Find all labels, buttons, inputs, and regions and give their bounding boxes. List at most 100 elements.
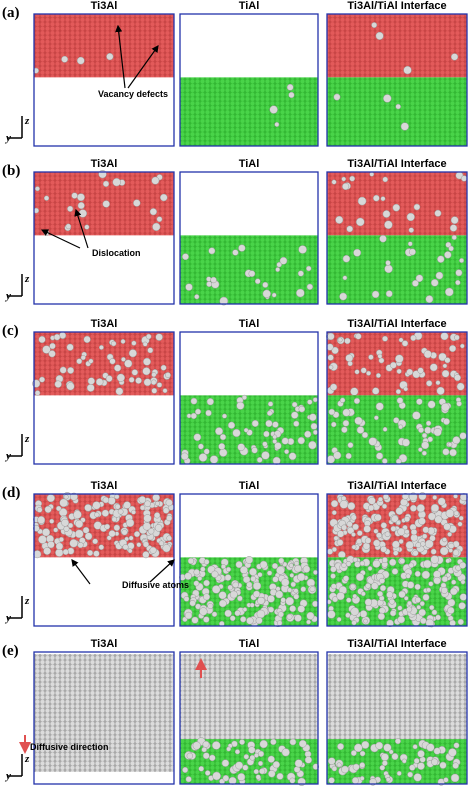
- defect-atom: [76, 56, 85, 65]
- defect-atom: [224, 574, 232, 581]
- defect-atom: [226, 746, 232, 752]
- defect-atom: [445, 509, 455, 518]
- defect-atom: [209, 455, 219, 464]
- panel-title: Ti3Al: [91, 0, 118, 12]
- defect-atom: [403, 65, 412, 75]
- defect-atom: [243, 427, 249, 433]
- defect-atom: [401, 492, 409, 500]
- defect-atom: [92, 538, 99, 545]
- defect-atom: [127, 548, 133, 554]
- defect-atom: [88, 358, 94, 364]
- defect-atom: [375, 402, 384, 411]
- defect-atom: [382, 176, 389, 183]
- defect-atom: [451, 579, 457, 585]
- defect-atom: [204, 770, 211, 776]
- defect-atom: [133, 531, 141, 538]
- defect-atom: [459, 561, 467, 569]
- defect-atom: [460, 579, 466, 585]
- defect-atom: [371, 290, 380, 299]
- defect-atom: [291, 401, 298, 408]
- defect-atom: [78, 209, 87, 218]
- defect-atom: [281, 578, 290, 587]
- defect-atom: [381, 503, 388, 509]
- defect-atom: [114, 364, 122, 372]
- defect-atom: [183, 595, 190, 602]
- panel-frame: [33, 171, 175, 305]
- defect-atom: [435, 271, 444, 280]
- defect-atom: [41, 528, 51, 537]
- defect-atom: [449, 448, 457, 457]
- defect-atom: [364, 537, 372, 544]
- defect-atom: [121, 529, 128, 536]
- defect-atom: [80, 355, 86, 361]
- defect-atom: [128, 349, 137, 358]
- defect-atom: [350, 387, 359, 396]
- defect-atom: [384, 531, 391, 538]
- defect-atom: [246, 617, 254, 625]
- defect-atom: [447, 442, 453, 447]
- defect-atom: [408, 227, 415, 233]
- defect-atom: [275, 590, 284, 599]
- defect-atom: [234, 749, 241, 755]
- defect-atom: [239, 566, 248, 575]
- defect-atom: [426, 380, 433, 387]
- defect-atom: [441, 575, 449, 583]
- defect-atom: [114, 503, 121, 510]
- panel-label: (a): [2, 5, 20, 21]
- defect-atom: [154, 524, 163, 532]
- defect-atom: [276, 772, 284, 780]
- defect-atom: [93, 550, 100, 557]
- defect-atom: [351, 544, 357, 550]
- defect-atom: [458, 515, 464, 521]
- defect-atom: [102, 180, 110, 187]
- defect-atom: [144, 500, 151, 508]
- defect-atom: [291, 411, 299, 419]
- defect-atom: [400, 498, 408, 507]
- defect-atom: [395, 388, 402, 395]
- defect-atom: [391, 540, 400, 549]
- defect-atom: [341, 176, 347, 182]
- defect-atom: [372, 559, 381, 568]
- defect-atom: [406, 581, 415, 589]
- defect-atom: [380, 522, 388, 529]
- defect-atom: [160, 193, 168, 202]
- defect-atom: [222, 413, 228, 419]
- annotation: Dislocation: [92, 248, 141, 258]
- defect-atom: [218, 591, 227, 600]
- defect-atom: [398, 590, 406, 599]
- defect-atom: [408, 492, 418, 502]
- defect-atom: [98, 345, 104, 350]
- defect-atom: [74, 529, 84, 539]
- defect-atom: [455, 279, 461, 286]
- defect-atom: [444, 357, 451, 364]
- axis-label: y: [4, 290, 11, 302]
- defect-atom: [445, 572, 451, 578]
- defect-atom: [412, 744, 418, 750]
- defect-atom: [290, 581, 297, 588]
- defect-atom: [443, 777, 449, 783]
- defect-atom: [350, 750, 357, 757]
- defect-atom: [259, 739, 268, 749]
- defect-atom: [142, 341, 148, 347]
- defect-atom: [377, 353, 383, 359]
- defect-atom: [268, 770, 276, 778]
- defect-atom: [297, 270, 304, 277]
- defect-atom: [342, 182, 350, 191]
- defect-atom: [405, 541, 414, 550]
- defect-atom: [407, 241, 413, 247]
- defect-atom: [353, 397, 361, 405]
- defect-atom: [373, 539, 381, 547]
- defect-atom: [219, 433, 227, 441]
- defect-atom: [359, 775, 365, 781]
- defect-atom: [347, 360, 353, 367]
- defect-atom: [345, 561, 352, 567]
- defect-atom: [428, 581, 434, 587]
- defect-atom: [36, 507, 43, 513]
- defect-atom: [202, 740, 210, 748]
- defect-atom: [200, 566, 206, 572]
- defect-atom: [447, 531, 453, 537]
- defect-atom: [389, 598, 395, 605]
- defect-atom: [454, 374, 461, 382]
- defect-atom: [368, 354, 374, 360]
- defect-atom: [286, 83, 294, 91]
